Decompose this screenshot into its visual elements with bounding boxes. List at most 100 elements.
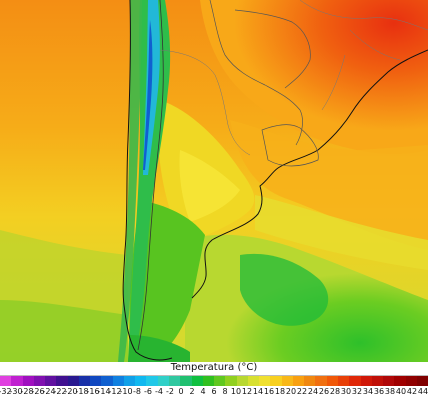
legend-swatch bbox=[56, 376, 68, 386]
legend-swatch bbox=[326, 376, 338, 386]
andes-cold-strip bbox=[128, 0, 171, 362]
legend-tick-label: 20 bbox=[285, 387, 297, 396]
brazil-state-lines bbox=[299, 0, 428, 31]
legend-swatch bbox=[146, 376, 158, 386]
legend-tick-label: -32 bbox=[0, 387, 12, 396]
chile-coast bbox=[118, 0, 142, 362]
atlantic-cold-pool bbox=[240, 253, 329, 326]
chile-argentina-border bbox=[137, 0, 164, 351]
legend-swatch bbox=[405, 376, 417, 386]
legend-swatch bbox=[259, 376, 271, 386]
atlantic-coastline bbox=[191, 49, 428, 299]
legend-swatch bbox=[157, 376, 169, 386]
legend-swatch bbox=[315, 376, 327, 386]
tierra-del-fuego bbox=[128, 335, 190, 362]
legend-swatch bbox=[101, 376, 113, 386]
legend-tick-label: -26 bbox=[31, 387, 45, 396]
legend-swatch bbox=[191, 376, 203, 386]
pampas-yellow bbox=[179, 150, 240, 222]
legend-ticks: -32-30-28-26-24-22-20-18-16-14-12-10-8-6… bbox=[0, 387, 428, 399]
legend-swatch bbox=[11, 376, 23, 386]
legend-tick-label: -24 bbox=[42, 387, 56, 396]
legend-swatch bbox=[90, 376, 102, 386]
legend-swatch bbox=[214, 376, 226, 386]
atlantic-warm-zone bbox=[230, 120, 428, 250]
legend-swatch bbox=[292, 376, 305, 386]
legend-swatch bbox=[371, 376, 384, 386]
legend-swatch bbox=[33, 376, 46, 386]
legend-tick-label: 32 bbox=[351, 387, 363, 396]
legend-tick-label: -18 bbox=[75, 387, 89, 396]
pacific-coastline bbox=[122, 0, 173, 361]
argentina-province-lines bbox=[159, 49, 251, 156]
legend-swatch bbox=[236, 376, 248, 386]
legend-tick-label: 4 bbox=[200, 387, 206, 396]
legend-swatch bbox=[168, 376, 181, 386]
legend-tick-label: 24 bbox=[307, 387, 319, 396]
legend-tick-label: -14 bbox=[97, 387, 111, 396]
uruguay-border bbox=[261, 124, 319, 167]
legend-tick-label: -2 bbox=[166, 387, 174, 396]
atlantic-yellow-band bbox=[255, 195, 428, 270]
legend-tick-label: 22 bbox=[296, 387, 308, 396]
pacific-south-green bbox=[0, 300, 128, 362]
legend-tick-label: 26 bbox=[318, 387, 330, 396]
legend-tick-label: 0 bbox=[178, 387, 184, 396]
bolivia-paraguay-border bbox=[209, 0, 303, 146]
legend-swatch bbox=[337, 376, 350, 386]
legend-swatch bbox=[383, 376, 395, 386]
legend-swatch bbox=[0, 376, 12, 386]
legend-swatch bbox=[112, 376, 124, 386]
legend-tick-label: 28 bbox=[329, 387, 341, 396]
legend-swatch bbox=[78, 376, 91, 386]
temperature-legend: Temperatura (°C) -32-30-28-26-24-22-20-1… bbox=[0, 362, 428, 400]
legend-tick-label: -12 bbox=[108, 387, 122, 396]
legend-tick-label: 16 bbox=[263, 387, 275, 396]
legend-swatch bbox=[416, 376, 428, 386]
legend-swatch bbox=[202, 376, 215, 386]
legend-tick-label: -30 bbox=[9, 387, 23, 396]
legend-tick-label: -20 bbox=[64, 387, 78, 396]
legend-title: Temperatura (°C) bbox=[170, 362, 258, 373]
andes-coldest bbox=[143, 20, 153, 170]
temperature-map bbox=[0, 0, 428, 362]
legend-tick-label: -8 bbox=[133, 387, 141, 396]
legend-swatch bbox=[45, 376, 57, 386]
map-canvas bbox=[0, 0, 428, 362]
paraguay-border bbox=[234, 9, 311, 89]
legend-tick-label: 42 bbox=[406, 387, 418, 396]
legend-swatch bbox=[349, 376, 361, 386]
legend-tick-label: -16 bbox=[86, 387, 100, 396]
legend-swatch bbox=[67, 376, 79, 386]
legend-swatch bbox=[304, 376, 316, 386]
warm-northeast-region bbox=[200, 0, 428, 155]
legend-tick-label: 34 bbox=[362, 387, 374, 396]
brazil-state-lines-2 bbox=[349, 29, 401, 61]
legend-tick-label: 8 bbox=[222, 387, 228, 396]
legend-tick-label: -4 bbox=[155, 387, 163, 396]
legend-tick-label: 14 bbox=[252, 387, 264, 396]
patagonia-green bbox=[129, 200, 205, 362]
legend-color-bar bbox=[0, 375, 428, 386]
legend-swatch bbox=[394, 376, 406, 386]
legend-tick-label: 6 bbox=[211, 387, 217, 396]
legend-tick-label: 2 bbox=[189, 387, 195, 396]
legend-swatch bbox=[281, 376, 293, 386]
legend-swatch bbox=[247, 376, 260, 386]
legend-tick-label: 44 bbox=[417, 387, 428, 396]
legend-swatch bbox=[22, 376, 34, 386]
brazil-state-lines-3 bbox=[321, 54, 346, 111]
legend-tick-label: 38 bbox=[384, 387, 396, 396]
legend-tick-label: -28 bbox=[20, 387, 34, 396]
legend-swatch bbox=[135, 376, 147, 386]
legend-tick-label: 40 bbox=[395, 387, 407, 396]
legend-tick-label: 30 bbox=[340, 387, 352, 396]
legend-swatch bbox=[123, 376, 136, 386]
legend-tick-label: 18 bbox=[274, 387, 286, 396]
legend-swatch bbox=[225, 376, 237, 386]
legend-swatch bbox=[180, 376, 192, 386]
legend-tick-label: 36 bbox=[373, 387, 385, 396]
legend-tick-label: 10 bbox=[230, 387, 242, 396]
legend-tick-label: -6 bbox=[144, 387, 152, 396]
legend-tick-label: 12 bbox=[241, 387, 253, 396]
